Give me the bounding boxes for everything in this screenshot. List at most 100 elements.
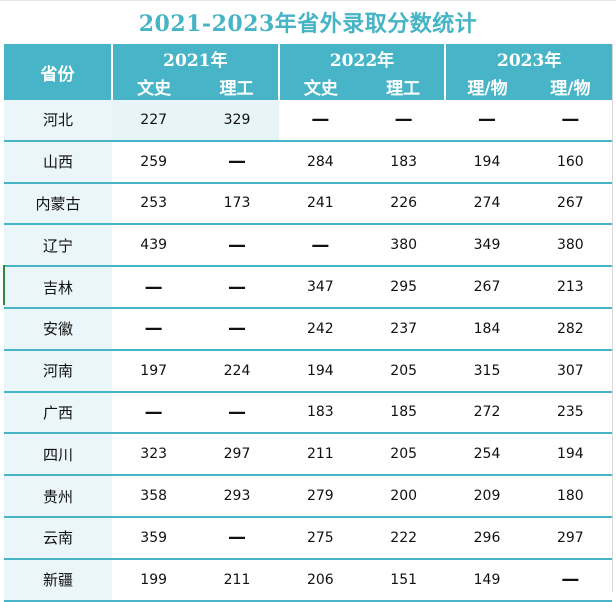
score-cell: 199 xyxy=(112,558,196,602)
score-cell: 237 xyxy=(362,307,446,351)
province-cell: 四川 xyxy=(4,433,112,477)
score-cell: 151 xyxy=(362,558,446,602)
province-cell: 河北 xyxy=(4,100,112,142)
score-cell: 205 xyxy=(362,349,446,393)
score-cell: — xyxy=(195,307,279,351)
score-cell: 267 xyxy=(528,182,613,226)
score-cell: 380 xyxy=(362,224,446,268)
score-cell: 282 xyxy=(528,307,613,351)
table-row: 河南 197 224 194 205 315 307 xyxy=(4,349,613,393)
score-cell: 296 xyxy=(445,516,529,560)
score-cell: 183 xyxy=(362,140,446,184)
table-row: 辽宁 439— —380 349 380 xyxy=(4,224,613,268)
table-body: 河北 227 329— — — — 山西 259—284 183 194 160 内蒙古 253 173 2… xyxy=(4,100,613,602)
subject-header: 理工 xyxy=(362,72,447,100)
score-cell: 206 xyxy=(278,558,362,602)
score-cell: 315 xyxy=(445,349,529,393)
score-cell: 194 xyxy=(278,349,362,393)
subject-header: 文史 xyxy=(278,72,362,100)
score-cell: 200 xyxy=(362,475,446,518)
score-cell: 184 xyxy=(445,307,529,351)
score-cell: 439 xyxy=(112,224,196,268)
province-cell: 安徽 xyxy=(4,307,112,351)
year-header-2022: 2022年 xyxy=(278,44,447,72)
province-cell: 河南 xyxy=(4,349,112,393)
score-cell: 267 xyxy=(445,266,529,309)
score-cell: — xyxy=(112,266,196,309)
province-cell: 辽宁 xyxy=(4,224,112,268)
score-cell: 275 xyxy=(278,516,362,560)
score-cell: — xyxy=(195,140,279,184)
score-cell: 259 xyxy=(112,140,196,184)
table-row: 贵州 358 293 279 200 209 180 xyxy=(4,475,613,518)
province-header: 省份 xyxy=(4,44,113,100)
score-cell: — xyxy=(362,100,446,142)
score-cell: 149 xyxy=(445,558,529,602)
subject-header: 理/物 xyxy=(528,72,613,100)
subject-header: 文史 xyxy=(112,72,196,100)
score-cell: 183 xyxy=(278,391,362,435)
province-cell: 吉林 xyxy=(4,266,112,309)
score-cell: 359 xyxy=(112,516,196,560)
top-gridline xyxy=(0,0,616,1)
table-row: 云南 359—275 222 296 297 xyxy=(4,516,613,560)
score-cell: 185 xyxy=(362,391,446,435)
score-cell: 274 xyxy=(445,182,529,226)
score-cell: — xyxy=(528,100,613,142)
table-row: 广西 — —183 185 272 235 xyxy=(4,391,613,435)
score-cell: 293 xyxy=(195,475,279,518)
score-cell: 380 xyxy=(528,224,613,268)
score-cell: 180 xyxy=(528,475,613,518)
score-cell: — xyxy=(195,516,279,560)
table-row: 内蒙古 253 173 241 226 274 267 xyxy=(4,182,613,226)
selected-row-marker xyxy=(3,265,5,305)
score-cell: 295 xyxy=(362,266,446,309)
table-row: 吉林 — —347 295 267 213 xyxy=(4,266,613,309)
score-cell: 194 xyxy=(445,140,529,184)
score-cell: 284 xyxy=(278,140,362,184)
score-cell: 160 xyxy=(528,140,613,184)
score-cell: 211 xyxy=(195,558,279,602)
score-cell: 235 xyxy=(528,391,613,435)
score-cell: 211 xyxy=(278,433,362,477)
score-cell: 224 xyxy=(195,349,279,393)
page-title: 2021-2023年省外录取分数统计 xyxy=(138,11,478,37)
score-cell: 205 xyxy=(362,433,446,477)
table-row: 河北 227 329— — — — xyxy=(4,100,613,142)
score-cell: 347 xyxy=(278,266,362,309)
score-cell: 222 xyxy=(362,516,446,560)
year-header-2023: 2023年 xyxy=(445,44,613,72)
right-gridline xyxy=(612,44,613,592)
score-cell: — xyxy=(195,224,279,268)
score-table: 省份 2021年 2022年 2023年 文史 理工 文史 理工 理/物 理/物… xyxy=(4,44,613,602)
score-cell: 209 xyxy=(445,475,529,518)
score-cell: 213 xyxy=(528,266,613,309)
score-cell: 197 xyxy=(112,349,196,393)
score-cell: 241 xyxy=(278,182,362,226)
province-cell: 内蒙古 xyxy=(4,182,112,226)
table-row: 四川 323 297 211 205 254 194 xyxy=(4,433,613,477)
score-cell: — xyxy=(278,224,362,268)
table-row: 新疆 199 211 206 151 149— xyxy=(4,558,613,602)
score-cell: — xyxy=(528,558,613,602)
score-cell: — xyxy=(112,307,196,351)
score-cell: — xyxy=(112,391,196,435)
score-cell: 297 xyxy=(195,433,279,477)
score-cell: 272 xyxy=(445,391,529,435)
province-cell: 山西 xyxy=(4,140,112,184)
score-cell: 242 xyxy=(278,307,362,351)
subject-header: 理/物 xyxy=(445,72,529,100)
province-cell: 贵州 xyxy=(4,475,112,518)
score-cell: 329 xyxy=(195,100,279,142)
province-cell: 新疆 xyxy=(4,558,112,602)
subject-header: 理工 xyxy=(195,72,280,100)
table-row: 山西 259—284 183 194 160 xyxy=(4,140,613,184)
score-cell: — xyxy=(195,266,279,309)
province-cell: 云南 xyxy=(4,516,112,560)
score-cell: 254 xyxy=(445,433,529,477)
score-cell: — xyxy=(278,100,362,142)
score-cell: 253 xyxy=(112,182,196,226)
year-header-2021: 2021年 xyxy=(112,44,280,72)
table-row: 安徽 — —242 237 184 282 xyxy=(4,307,613,351)
score-cell: 358 xyxy=(112,475,196,518)
